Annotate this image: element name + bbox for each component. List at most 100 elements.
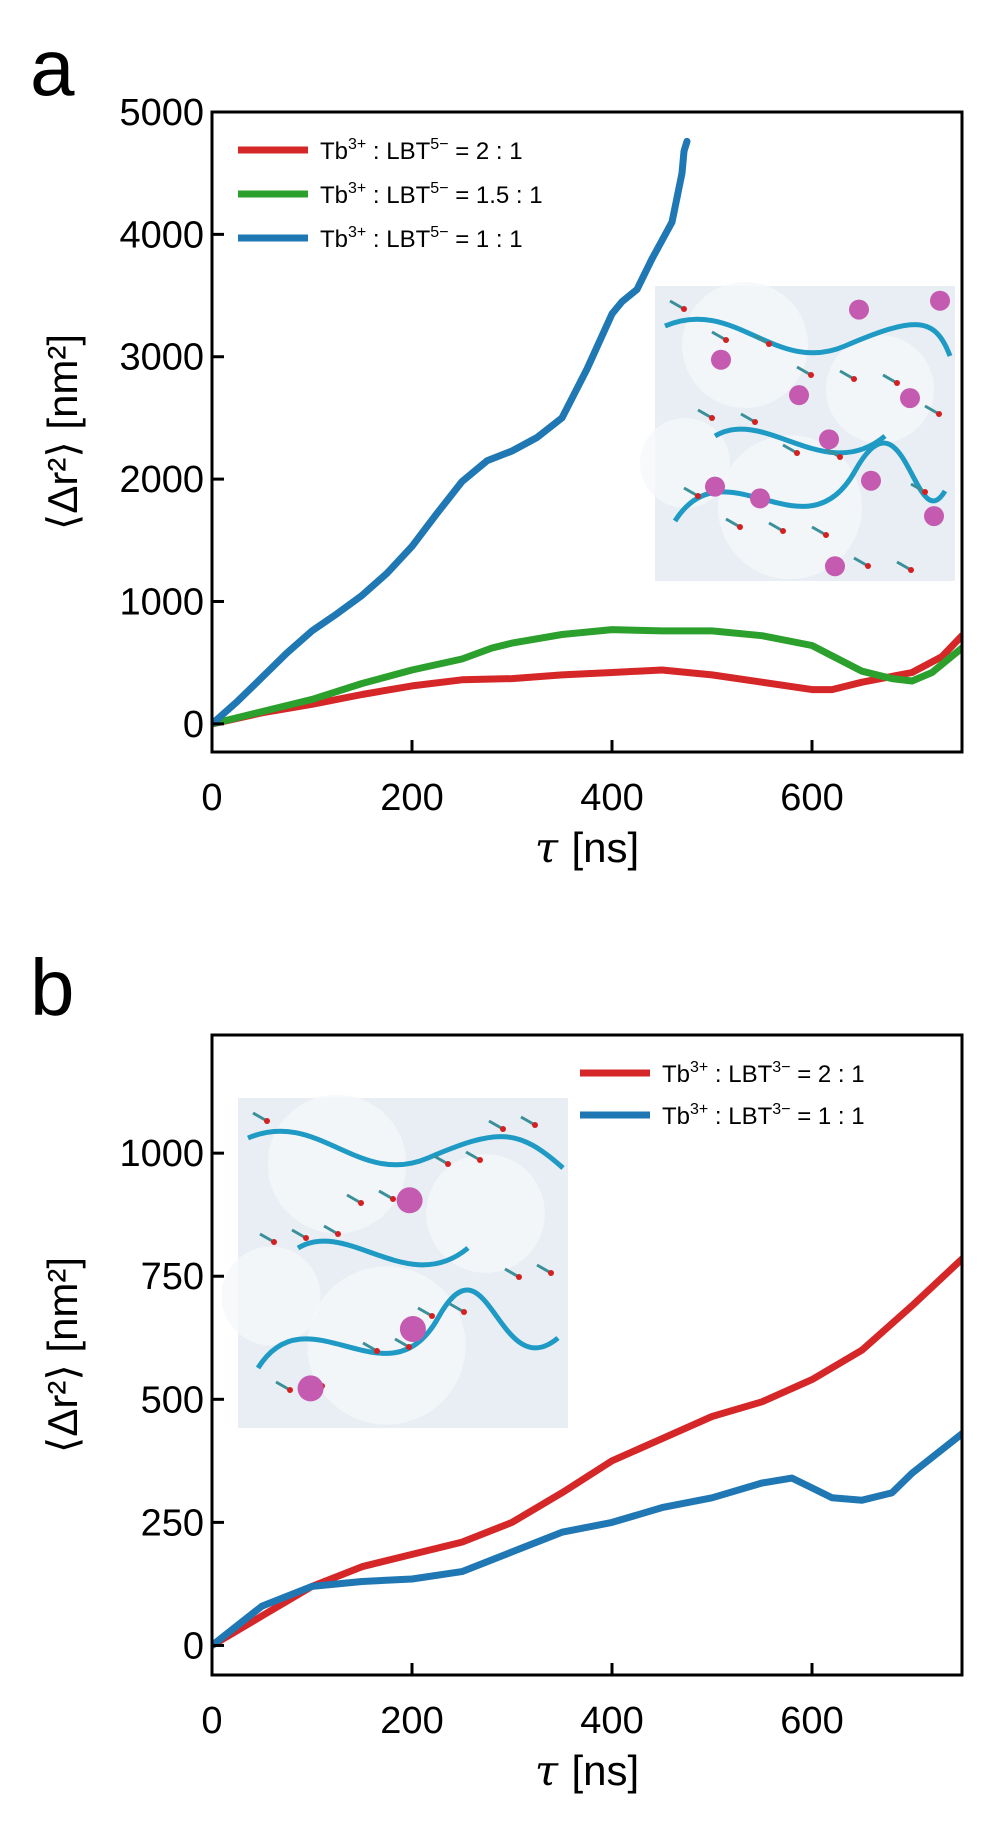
legend: Tb3+ : LBT5− = 2 : 1 Tb3+ : LBT5− = 1.5 :… bbox=[238, 136, 543, 253]
series-line-1 bbox=[212, 1430, 962, 1649]
inset-oxygen-atom bbox=[500, 1126, 506, 1132]
y-tick-label: 0 bbox=[183, 1625, 204, 1667]
inset-oxygen-atom bbox=[461, 1309, 467, 1315]
inset-terbium-ion bbox=[819, 429, 839, 450]
inset-oxygen-atom bbox=[837, 454, 843, 460]
inset-surface-blob bbox=[221, 1246, 321, 1346]
x-tick-label: 600 bbox=[780, 777, 843, 819]
inset-oxygen-atom bbox=[794, 450, 800, 456]
x-tick-label: 200 bbox=[380, 777, 443, 819]
inset-surface-blob bbox=[267, 1094, 407, 1234]
plot-frame bbox=[210, 1033, 964, 1677]
plot-lines bbox=[212, 137, 962, 728]
inset-oxygen-atom bbox=[335, 1231, 341, 1237]
inset-oxygen-atom bbox=[477, 1157, 483, 1163]
inset-oxygen-atom bbox=[516, 1274, 522, 1280]
inset-oxygen-atom bbox=[780, 528, 786, 534]
inset-oxygen-atom bbox=[936, 411, 942, 417]
inset-terbium-ion bbox=[396, 1187, 423, 1214]
panel-a-chart: a 0 200 400 600 0 1000 2000 3000 4000 5000 τ [ns] ⟨Δ… bbox=[30, 23, 964, 872]
panel-label: a bbox=[30, 23, 75, 112]
inset-oxygen-atom bbox=[922, 489, 928, 495]
inset-protein-ribbon bbox=[713, 426, 887, 456]
x-tick-label: 0 bbox=[201, 777, 222, 819]
inset-oxygen-atom bbox=[695, 493, 701, 499]
plot-frame bbox=[210, 110, 964, 754]
inset-protein-ribbon bbox=[255, 1287, 560, 1370]
y-tick-label: 750 bbox=[141, 1256, 204, 1298]
inset-oxygen-atom bbox=[908, 567, 914, 573]
inset-oxygen-atom bbox=[374, 1348, 380, 1354]
panel-b-chart: b 0 200 400 600 0 250 500 750 1000 τ [ns] ⟨Δr²⟩ [nm… bbox=[30, 943, 964, 1795]
legend-label-1: Tb3+ : LBT3− = 1 : 1 bbox=[662, 1101, 865, 1130]
y-tick-label: 2000 bbox=[119, 459, 204, 501]
y-tick-label: 1000 bbox=[119, 581, 204, 623]
x-tick-label: 600 bbox=[780, 1700, 843, 1742]
y-tick-label: 5000 bbox=[119, 92, 204, 134]
inset-oxygen-atom bbox=[681, 306, 687, 312]
inset-molecular-snapshot-image bbox=[640, 282, 955, 581]
x-tick-label: 400 bbox=[580, 1700, 643, 1742]
inset-terbium-ion bbox=[930, 290, 950, 311]
legend-label-1: Tb3+ : LBT5− = 1.5 : 1 bbox=[320, 180, 543, 209]
inset-oxygen-atom bbox=[766, 341, 772, 347]
x-tick-label: 400 bbox=[580, 777, 643, 819]
inset-oxygen-atom bbox=[287, 1387, 293, 1393]
y-axis-label: ⟨Δr²⟩ [nm²] bbox=[39, 334, 86, 530]
inset-oxygen-atom bbox=[445, 1161, 451, 1167]
x-tick-label: 200 bbox=[380, 1700, 443, 1742]
inset-oxygen-atom bbox=[723, 337, 729, 343]
inset-oxygen-atom bbox=[709, 415, 715, 421]
inset-terbium-ion bbox=[849, 299, 869, 320]
y-tick-label: 3000 bbox=[119, 337, 204, 379]
inset-surface-blob bbox=[682, 282, 808, 408]
inset-oxygen-atom bbox=[429, 1313, 435, 1319]
inset-terbium-ion bbox=[861, 470, 881, 491]
y-tick-label: 250 bbox=[141, 1502, 204, 1544]
inset-oxygen-atom bbox=[894, 380, 900, 386]
inset-surface-blob bbox=[426, 1154, 545, 1273]
inset-oxygen-atom bbox=[406, 1344, 412, 1350]
x-tick-label: 0 bbox=[201, 1700, 222, 1742]
inset-protein-ribbon bbox=[247, 1128, 565, 1170]
y-tick-label: 500 bbox=[141, 1379, 204, 1421]
y-tick-label: 0 bbox=[183, 704, 204, 746]
inset-oxygen-atom bbox=[851, 376, 857, 382]
inset-terbium-ion bbox=[825, 556, 845, 577]
series-line-0 bbox=[212, 1255, 962, 1649]
inset-terbium-ion bbox=[399, 1316, 426, 1342]
inset-terbium-ion bbox=[705, 476, 725, 497]
inset-oxygen-atom bbox=[548, 1270, 554, 1276]
inset-oxygen-atom bbox=[303, 1235, 309, 1241]
series-line-1 bbox=[212, 626, 962, 728]
inset-terbium-ion bbox=[924, 506, 944, 527]
inset-protein-ribbon bbox=[296, 1238, 470, 1268]
inset-surface-blob bbox=[307, 1266, 466, 1425]
inset-molecular-snapshot-image bbox=[221, 1094, 568, 1428]
inset-oxygen-atom bbox=[358, 1200, 364, 1206]
inset-oxygen-atom bbox=[264, 1118, 270, 1124]
inset-oxygen-atom bbox=[823, 532, 829, 538]
y-axis-label: ⟨Δr²⟩ [nm²] bbox=[39, 1257, 86, 1453]
inset-oxygen-atom bbox=[271, 1239, 277, 1245]
legend-label-0: Tb3+ : LBT3− = 2 : 1 bbox=[662, 1059, 865, 1088]
inset-terbium-ion bbox=[711, 349, 731, 370]
inset-oxygen-atom bbox=[390, 1196, 396, 1202]
inset-oxygen-atom bbox=[865, 563, 871, 569]
inset-protein-ribbon bbox=[664, 316, 953, 357]
inset-terbium-ion bbox=[900, 388, 920, 409]
legend-label-2: Tb3+ : LBT5− = 1 : 1 bbox=[320, 224, 523, 253]
inset-oxygen-atom bbox=[532, 1122, 538, 1128]
series-line-0 bbox=[212, 632, 962, 728]
legend: Tb3+ : LBT3− = 2 : 1 Tb3+ : LBT3− = 1 : 1 bbox=[580, 1059, 865, 1130]
legend-label-0: Tb3+ : LBT5− = 2 : 1 bbox=[320, 136, 523, 165]
inset-surface-blob bbox=[826, 335, 934, 444]
plot-lines bbox=[212, 1255, 962, 1649]
inset-terbium-ion bbox=[789, 385, 809, 406]
inset-terbium-ion bbox=[750, 488, 770, 509]
inset-oxygen-atom bbox=[752, 419, 758, 425]
inset-terbium-ion bbox=[297, 1375, 324, 1402]
inset-oxygen-atom bbox=[737, 524, 743, 530]
series-line-2 bbox=[212, 137, 691, 728]
